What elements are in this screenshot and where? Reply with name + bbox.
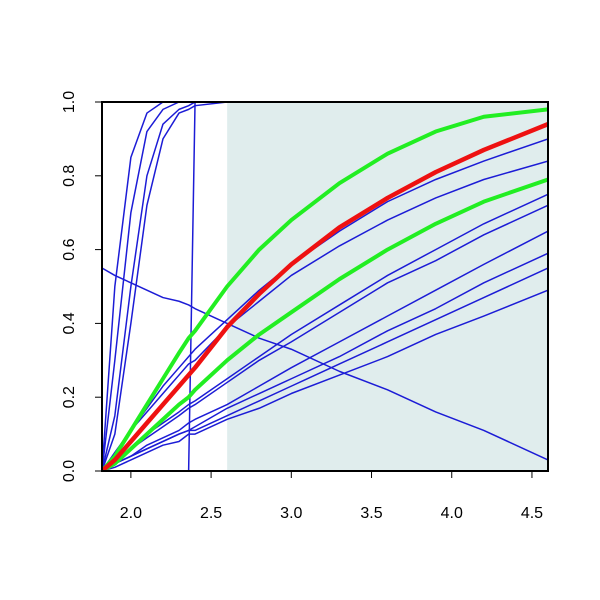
series-line — [102, 177, 548, 471]
x-tick-label: 4.5 — [521, 505, 543, 522]
x-tick-label: 4.0 — [441, 505, 463, 522]
series-line — [102, 102, 548, 471]
y-tick-label: 0.8 — [61, 165, 78, 187]
series-line — [102, 102, 548, 471]
plot-area — [102, 102, 548, 471]
series-line — [102, 289, 548, 471]
series-line — [102, 267, 548, 471]
y-tick-label: 0.2 — [61, 386, 78, 408]
x-tick-label: 3.0 — [280, 505, 302, 522]
y-tick-label: 0.0 — [61, 460, 78, 482]
x-tick-label: 2.0 — [120, 505, 142, 522]
series-line — [102, 230, 548, 471]
y-tick-label: 0.4 — [61, 312, 78, 334]
y-tick-label: 1.0 — [61, 91, 78, 113]
plot-frame — [101, 101, 549, 472]
series-line — [102, 102, 548, 471]
x-tick-label: 2.5 — [200, 505, 222, 522]
x-tick-label: 3.5 — [360, 505, 382, 522]
series-line — [102, 267, 548, 461]
shaded-region — [227, 102, 548, 471]
series-line — [102, 102, 548, 471]
series-line — [102, 107, 548, 471]
y-tick-label: 0.6 — [61, 238, 78, 260]
series-line — [102, 122, 548, 471]
